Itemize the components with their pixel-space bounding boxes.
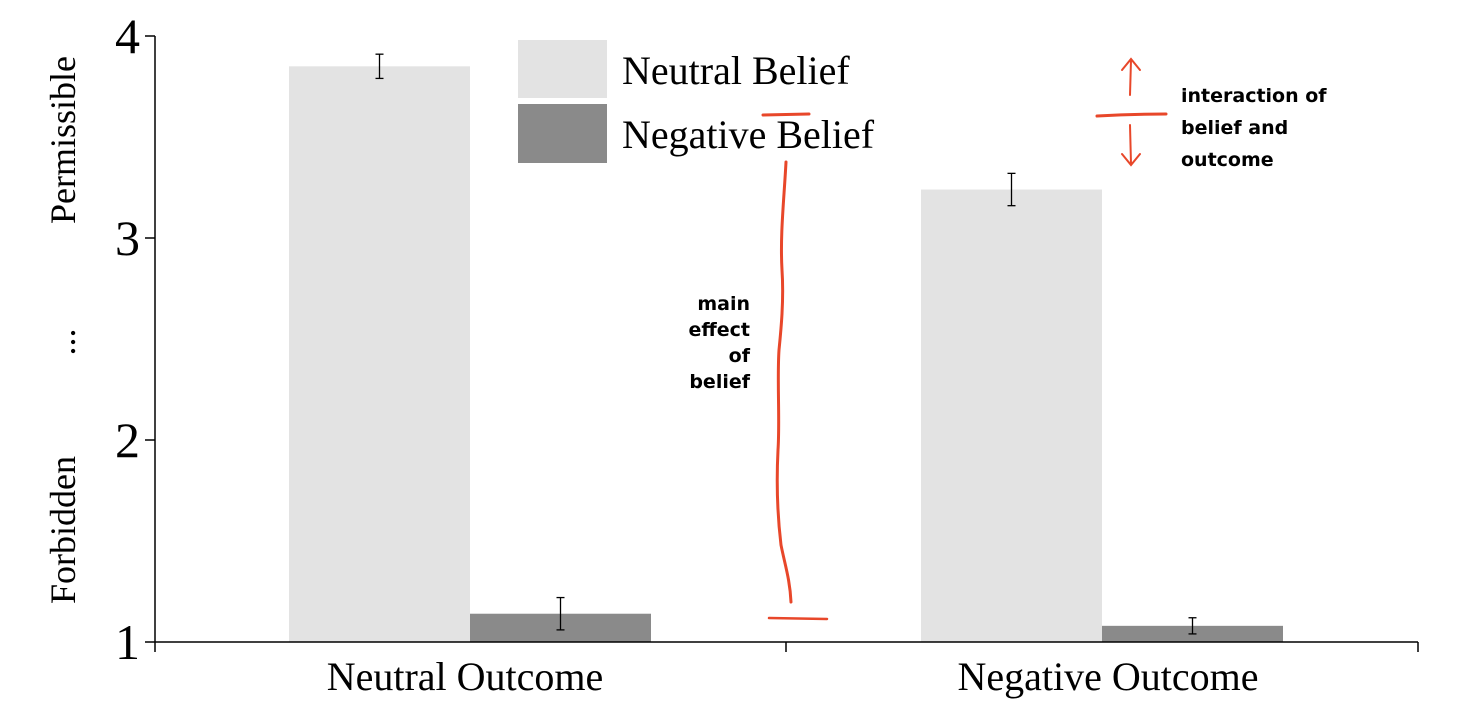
legend-label-neutral-belief: Neutral Belief (622, 48, 850, 93)
annotations: main effect of belief interaction of belief … (688, 57, 1327, 621)
y-tick-label-4: 4 (115, 8, 140, 64)
main-effect-bracket (775, 160, 793, 604)
main-effect-bottom-tick (767, 616, 829, 621)
y-axis-label-forbidden: Forbidden (43, 456, 83, 604)
legend-swatch-negative-belief (518, 104, 607, 163)
main-effect-label: main effect of belief (688, 293, 750, 393)
main-effect-label-line: belief (689, 371, 750, 393)
interaction-label-line: interaction of (1181, 85, 1327, 107)
main-effect-top-tick (761, 112, 811, 117)
x-category-label-neutral-outcome: Neutral Outcome (327, 654, 604, 699)
bar-neutral-belief-neutral-outcome (289, 66, 470, 643)
y-tick-label-3: 3 (115, 210, 140, 266)
main-effect-label-line: of (729, 345, 751, 367)
bar-neutral-belief-negative-outcome (921, 189, 1102, 642)
y-tick-label-1: 1 (115, 614, 140, 670)
interaction-label: interaction of belief and outcome (1181, 85, 1327, 171)
y-axis-label-permissible: Permissible (43, 56, 83, 224)
interaction-down-arrow-icon (1121, 124, 1141, 167)
interaction-up-arrow-icon (1121, 57, 1141, 96)
main-effect-label-line: effect (688, 319, 750, 341)
legend-swatch-neutral-belief (518, 40, 607, 98)
interaction-label-line: belief and (1181, 117, 1288, 139)
interaction-divider (1095, 112, 1168, 118)
legend-label-negative-belief: Negative Belief (622, 112, 875, 157)
y-tick-label-2: 2 (115, 412, 140, 468)
legend: Neutral Belief Negative Belief (518, 40, 875, 163)
main-effect-label-line: main (697, 293, 750, 315)
x-category-label-negative-outcome: Negative Outcome (958, 654, 1259, 699)
interaction-label-line: outcome (1181, 149, 1274, 171)
y-axis-label-ellipsis: ... (43, 329, 83, 356)
